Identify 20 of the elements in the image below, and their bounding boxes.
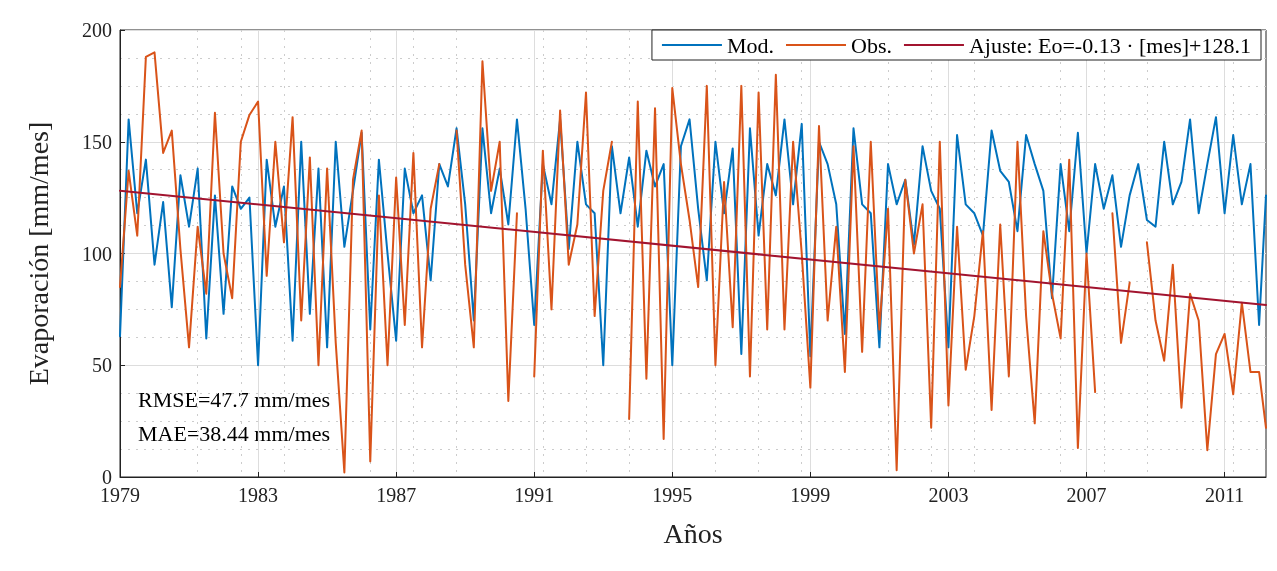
x-tick-label: 2003	[928, 484, 969, 506]
legend-label: Obs.	[851, 32, 892, 58]
x-tick-label: 2011	[1204, 484, 1245, 506]
x-tick-label: 1983	[238, 484, 279, 506]
x-axis-title: Años	[663, 517, 723, 549]
x-tick-label: 1999	[790, 484, 831, 506]
x-tick-label: 1991	[514, 484, 555, 506]
x-tick-label: 1995	[652, 484, 693, 506]
line-series	[119, 116, 1267, 367]
x-tick-label: 2007	[1066, 484, 1107, 506]
y-tick-label: 100	[82, 242, 112, 265]
y-tick-label: 200	[82, 19, 112, 41]
legend-label: Ajuste: Eo=-0.13 · [mes]+128.1	[968, 32, 1251, 58]
y-tick-label: 50	[92, 354, 112, 377]
y-axis-title: Evaporación [mm/mes]	[22, 121, 54, 386]
x-tick-label: 1987	[376, 484, 417, 506]
legend-label: Mod.	[726, 32, 774, 58]
annotation: MAE=38.44 mm/mes	[138, 420, 331, 446]
annotation: RMSE=47.7 mm/mes	[138, 386, 331, 412]
y-tick-label: 150	[82, 130, 112, 153]
